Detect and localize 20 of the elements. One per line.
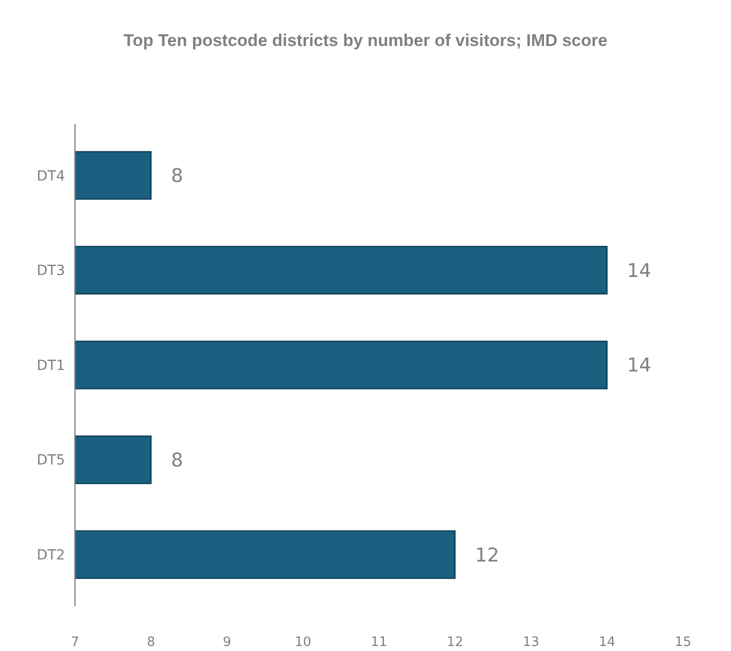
x-tick-label: 14 [598, 635, 616, 650]
data-label: 14 [627, 354, 652, 377]
data-label: 8 [171, 165, 184, 188]
x-tick-label: 11 [370, 635, 388, 650]
y-tick-label: DT1 [36, 358, 65, 374]
y-tick-label: DT3 [36, 263, 65, 280]
x-tick-label: 9 [222, 635, 232, 650]
x-tick-label: 13 [522, 635, 540, 650]
data-label: 8 [171, 449, 184, 472]
x-tick-label: 12 [446, 635, 464, 650]
chart-title: Top Ten postcode districts by number of visitors; IMD score [124, 31, 608, 50]
data-label: 14 [627, 260, 652, 282]
x-tick-label: 7 [70, 635, 80, 650]
data-label: 12 [475, 544, 500, 566]
y-tick-label: DT4 [36, 168, 66, 184]
y-tick-label: DT2 [36, 548, 65, 564]
x-tick-label: 15 [674, 635, 692, 650]
x-tick-label: 10 [294, 635, 312, 650]
x-tick-label: 8 [146, 635, 156, 650]
y-tick-label: DT5 [36, 452, 65, 469]
